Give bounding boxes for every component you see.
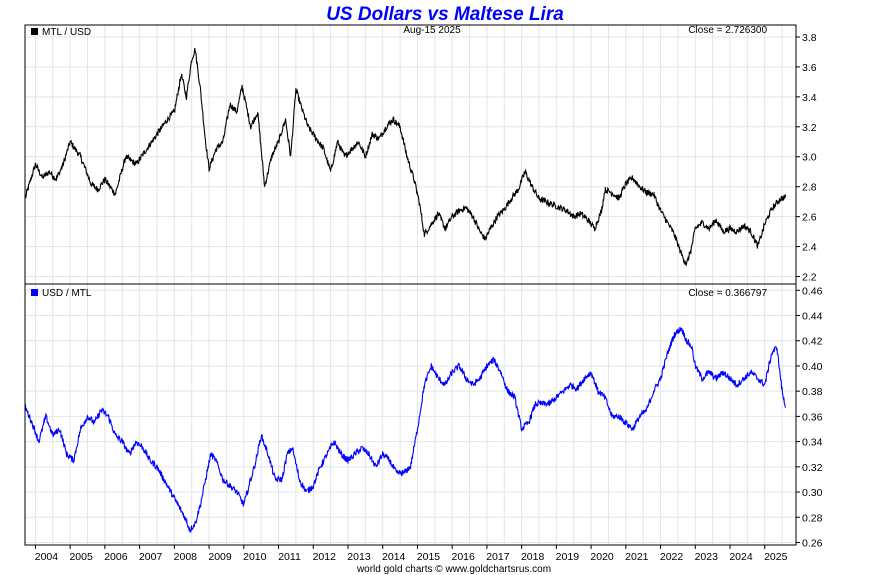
y-tick-label-usd-mtl: 0.36 [802, 411, 823, 423]
x-tick-label: 2010 [243, 551, 267, 563]
x-tick-label: 2013 [347, 551, 371, 563]
y-axis-bottom: 0.26 0.28 0.30 0.32 0.34 0.36 0.38 0.40 0.42 0.44… [796, 285, 823, 549]
y-tick-label-usd-mtl: 0.30 [802, 487, 823, 499]
x-tick-label: 2018 [521, 551, 545, 563]
y-tick-label-mtl-usd: 3.6 [802, 62, 817, 74]
y-tick-label-usd-mtl: 0.40 [802, 361, 823, 373]
x-tick-label: 2006 [104, 551, 128, 563]
x-tick-label: 2005 [69, 551, 93, 563]
x-tick-label: 2015 [417, 551, 441, 563]
x-tick-label: 2022 [660, 551, 684, 563]
chart-title: US Dollars vs Maltese Lira [326, 4, 564, 25]
y-tick-label-mtl-usd: 3.4 [802, 92, 817, 104]
y-tick-label-usd-mtl: 0.38 [802, 386, 823, 398]
x-tick-label: 2020 [590, 551, 614, 563]
y-tick-label-mtl-usd: 3.8 [802, 32, 817, 44]
legend-swatch-mtl-usd [31, 28, 38, 35]
x-axis: 2004 2005 2006 2007 2008 2009 2010 2011 2012 2013… [35, 545, 788, 563]
y-tick-label-mtl-usd: 3.2 [802, 122, 817, 134]
y-tick-label-usd-mtl: 0.42 [802, 336, 823, 348]
plot-frame-bottom [24, 283, 797, 546]
x-tick-label: 2011 [278, 551, 301, 563]
usd-mtl-panel: USD / MTL Close = 0.366797 0.260.280.300… [24, 283, 823, 549]
y-tick-label-usd-mtl: 0.46 [802, 285, 823, 297]
mtl-usd-panel: MTL / USD Aug-15 2025 Close = 2.726300 2… [24, 24, 817, 285]
legend-swatch-usd-mtl [31, 289, 38, 296]
y-tick-label-usd-mtl: 0.32 [802, 462, 823, 474]
y-tick-label-mtl-usd: 2.8 [802, 182, 817, 194]
x-tick-label: 2016 [451, 551, 475, 563]
x-tick-label: 2021 [625, 551, 649, 563]
y-tick-label-usd-mtl: 0.26 [802, 537, 823, 549]
y-tick-label-mtl-usd: 3.0 [802, 152, 817, 164]
grid-lines-top [25, 25, 796, 284]
x-tick-label: 2024 [729, 551, 753, 563]
y-tick-label-mtl-usd: 2.6 [802, 212, 817, 224]
grid-lines-bottom [25, 284, 796, 545]
series-line-mtl-usd [24, 48, 787, 267]
y-tick-label-usd-mtl: 0.28 [802, 512, 823, 524]
x-tick-label: 2012 [313, 551, 337, 563]
x-tick-label: 2017 [486, 551, 510, 563]
x-tick-label: 2019 [556, 551, 580, 563]
x-tick-label: 2007 [139, 551, 163, 563]
y-axis-top: 2.2 2.4 2.6 2.8 3.0 3.2 3.4 3.6 3.8 [796, 32, 817, 284]
y-tick-label-usd-mtl: 0.44 [802, 311, 823, 323]
close-label-usd-mtl: Close = 0.366797 [688, 288, 767, 299]
x-tick-label: 2014 [382, 551, 406, 563]
footer-credit: world gold charts © www.goldchartsrus.co… [356, 564, 551, 575]
date-label: Aug-15 2025 [403, 25, 461, 36]
x-tick-label: 2009 [208, 551, 232, 563]
x-tick-label: 2023 [695, 551, 719, 563]
legend-label-mtl-usd: MTL / USD [42, 27, 91, 38]
x-tick-label: 2004 [35, 551, 59, 563]
x-tick-label: 2025 [764, 551, 788, 563]
y-tick-label-mtl-usd: 2.2 [802, 272, 817, 284]
y-tick-label-mtl-usd: 2.4 [802, 242, 817, 254]
x-tick-label: 2008 [174, 551, 198, 563]
y-tick-label-usd-mtl: 0.34 [802, 437, 823, 449]
close-label-mtl-usd: Close = 2.726300 [688, 25, 767, 36]
series-line-usd-mtl [24, 326, 787, 534]
legend-label-usd-mtl: USD / MTL [42, 288, 92, 299]
